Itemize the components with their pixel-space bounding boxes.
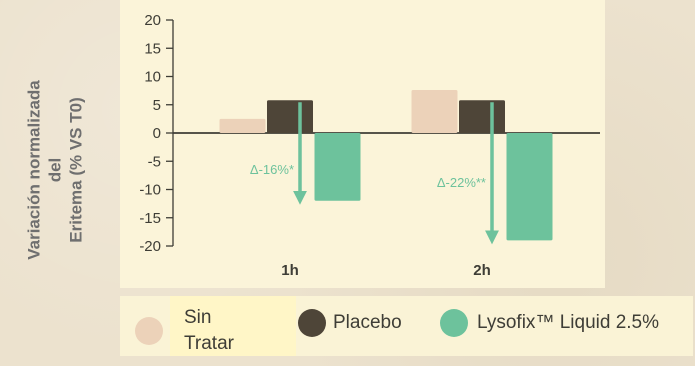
delta-label-1h: Δ-16%* — [250, 162, 294, 177]
y-tick-label--5: -5 — [148, 153, 161, 170]
y-tick-label-0: 0 — [153, 125, 161, 142]
legend-swatch-sin-tratar — [135, 317, 163, 345]
bar-1-1h — [267, 100, 313, 133]
legend-item-placebo: Placebo — [298, 309, 402, 337]
category-label-2h: 2h — [473, 262, 491, 279]
y-tick-label--10: -10 — [139, 182, 161, 199]
delta-label-2h: Δ-22%** — [437, 175, 486, 190]
y-tick-label-5: 5 — [153, 97, 161, 114]
legend-label-lysofix: Lysofix™ Liquid 2.5% — [477, 312, 660, 333]
legend-item-sin-tratar: Sin Tratar — [135, 305, 254, 357]
y-tick-label-10: 10 — [144, 69, 161, 86]
bar-0-2h — [411, 90, 458, 133]
legend-swatch-placebo — [298, 309, 326, 337]
legend-label-sin-tratar: Sin Tratar — [184, 307, 234, 354]
legend-highlight — [170, 296, 296, 356]
y-tick-label-20: 20 — [144, 12, 161, 29]
bar-1-2h — [459, 100, 505, 133]
bar-0-1h — [219, 118, 266, 133]
y-tick-label--20: -20 — [139, 238, 161, 255]
category-label-1h: 1h — [281, 262, 299, 279]
legend-swatch-lysofix — [440, 309, 468, 337]
bar-2-2h — [506, 133, 553, 241]
legend-item-lysofix: Lysofix™ Liquid 2.5% — [440, 309, 659, 337]
y-tick-label-15: 15 — [144, 40, 161, 57]
bar-2-1h — [314, 133, 361, 201]
y-tick-label--15: -15 — [139, 210, 161, 227]
legend-label-placebo: Placebo — [333, 312, 402, 333]
